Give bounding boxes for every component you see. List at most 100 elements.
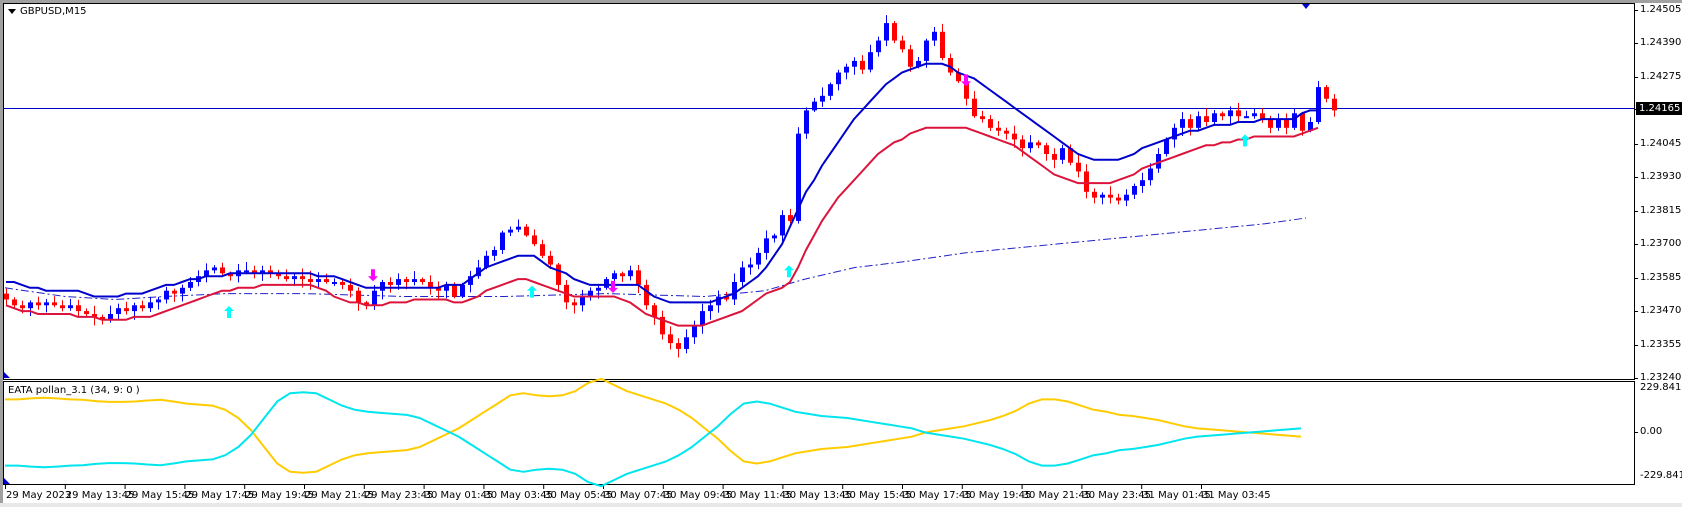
price-tick-label: 1.23355 (1640, 339, 1682, 350)
bear-candle (324, 279, 329, 282)
bear-candle (4, 293, 9, 300)
time-tick-label: 29 May 2023 (6, 490, 72, 501)
chart-shift-marker-icon (1302, 4, 1310, 9)
bull-candle (812, 101, 817, 111)
time-tick-label: 30 May 21:45 (1022, 490, 1092, 501)
bear-candle (1300, 113, 1305, 131)
bull-candle (732, 282, 737, 300)
bear-candle (644, 284, 649, 306)
bull-candle (868, 52, 873, 70)
bear-candle (788, 215, 793, 221)
bear-candle (1332, 98, 1337, 111)
bear-candle (428, 282, 433, 288)
bear-candle (524, 226, 529, 236)
bear-candle (1324, 87, 1329, 99)
bull-candle (468, 276, 473, 285)
time-tick-label: 30 May 01:45 (424, 490, 494, 501)
time-tick-label: 31 May 01:45 (1142, 490, 1211, 501)
bear-candle (436, 287, 441, 291)
bear-candle (1204, 116, 1209, 122)
bull-candle (588, 290, 593, 297)
bear-candle (1188, 119, 1193, 128)
bear-candle (660, 316, 665, 335)
bull-candle (700, 311, 705, 326)
bear-candle (364, 302, 369, 306)
price-tick-label: 1.23700 (1640, 238, 1682, 249)
bear-candle (452, 284, 457, 297)
bear-candle (92, 314, 97, 317)
bull-candle (380, 282, 385, 291)
bear-candle (668, 334, 673, 344)
bull-candle (1124, 194, 1129, 201)
time-tick-label: 30 May 13:45 (783, 490, 852, 501)
bull-candle (628, 270, 633, 277)
time-tick-label: 30 May 15:45 (843, 490, 912, 501)
bull-candle (492, 250, 497, 256)
dropdown-triangle-icon[interactable] (8, 9, 16, 14)
buy-arrow-icon (527, 285, 537, 298)
bear-candle (908, 49, 913, 67)
bull-candle (1060, 148, 1065, 160)
bull-candle (1180, 119, 1185, 128)
time-tick-label: 30 May 09:45 (663, 490, 733, 501)
bear-candle (420, 279, 425, 282)
time-tick-label: 31 May 03:45 (1202, 490, 1271, 501)
bull-candle (516, 226, 521, 230)
bull-candle (764, 238, 769, 253)
bull-candle (508, 229, 513, 233)
price-tick-label: 1.23930 (1640, 171, 1682, 182)
price-tick-label: 1.23470 (1640, 305, 1682, 316)
buy-arrow-icon (224, 306, 234, 318)
indicator-label: EATA pollan_3.1 (34, 9: 0 ) (8, 385, 140, 396)
bear-candle (948, 58, 953, 73)
bear-candle (532, 235, 537, 245)
chart-title[interactable]: GBPUSD,M15 (8, 6, 87, 17)
current-price-badge: 1.24165 (1636, 102, 1682, 115)
bull-candle (692, 325, 697, 338)
bear-candle (124, 308, 129, 312)
bear-candle (620, 273, 625, 277)
bull-candle (148, 302, 153, 309)
bear-candle (284, 276, 289, 280)
bear-candle (348, 284, 353, 291)
bull-candle (108, 314, 113, 320)
bear-candle (252, 270, 257, 274)
indicator-tick-label: 0.00 (1640, 426, 1663, 437)
bear-candle (1004, 130, 1009, 134)
price-tick-label: 1.23240 (1640, 372, 1682, 383)
bull-candle (1252, 113, 1257, 117)
bear-candle (636, 270, 641, 285)
bull-candle (1132, 186, 1137, 195)
bear-candle (1068, 148, 1073, 163)
bear-candle (996, 127, 1001, 131)
bull-candle (580, 296, 585, 306)
bull-candle (716, 296, 721, 306)
bull-candle (1140, 180, 1145, 186)
bear-candle (940, 31, 945, 58)
bull-candle (316, 279, 321, 282)
long-ma-dashed-line (4, 217, 1307, 301)
bear-candle (1092, 191, 1097, 198)
bull-candle (1156, 154, 1161, 169)
bull-candle (596, 287, 601, 291)
bull-candle (820, 95, 825, 102)
bear-candle (900, 40, 905, 50)
bear-candle (1076, 162, 1081, 172)
symbol-timeframe-label: GBPUSD,M15 (20, 6, 87, 17)
bear-candle (308, 279, 313, 282)
bear-candle (1220, 113, 1225, 117)
buy-arrow-icon (1240, 134, 1250, 147)
bear-candle (860, 60, 865, 70)
bear-candle (356, 290, 361, 303)
bull-candle (1196, 116, 1201, 128)
bull-candle (1244, 116, 1249, 119)
bear-candle (556, 264, 561, 285)
bull-candle (780, 215, 785, 236)
bull-candle (748, 264, 753, 268)
bear-candle (956, 72, 961, 82)
bear-candle (1020, 139, 1025, 149)
